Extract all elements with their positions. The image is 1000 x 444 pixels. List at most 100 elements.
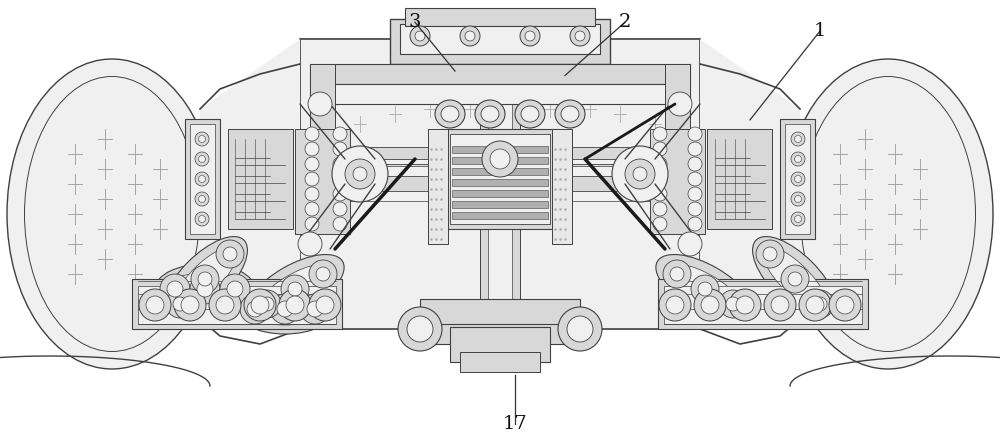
Circle shape <box>195 192 209 206</box>
Bar <box>185 119 220 239</box>
Bar <box>565 166 665 176</box>
Text: 1: 1 <box>814 22 826 40</box>
Circle shape <box>195 132 209 146</box>
Circle shape <box>670 267 684 281</box>
Bar <box>565 191 665 201</box>
Ellipse shape <box>561 106 579 122</box>
Ellipse shape <box>257 264 333 314</box>
Circle shape <box>788 272 802 286</box>
Circle shape <box>482 141 518 177</box>
Circle shape <box>653 157 667 171</box>
Circle shape <box>653 217 667 231</box>
Bar <box>450 327 550 362</box>
Circle shape <box>260 297 274 311</box>
Bar <box>664 286 862 324</box>
Text: 2: 2 <box>619 13 631 31</box>
Circle shape <box>244 289 276 321</box>
Circle shape <box>198 175 206 182</box>
Circle shape <box>633 167 647 181</box>
Circle shape <box>281 275 309 303</box>
Bar <box>300 39 700 329</box>
Bar <box>295 129 350 234</box>
Circle shape <box>407 316 433 342</box>
Circle shape <box>465 31 475 41</box>
Circle shape <box>279 289 311 321</box>
Circle shape <box>726 297 740 311</box>
Bar <box>310 84 690 104</box>
Circle shape <box>653 202 667 216</box>
Circle shape <box>305 157 319 171</box>
Bar <box>390 19 610 64</box>
Bar <box>452 201 548 208</box>
Circle shape <box>195 152 209 166</box>
Ellipse shape <box>441 106 459 122</box>
Circle shape <box>305 172 319 186</box>
Circle shape <box>813 297 827 311</box>
Circle shape <box>688 157 702 171</box>
Circle shape <box>791 212 805 226</box>
Ellipse shape <box>7 59 217 369</box>
Bar <box>228 129 293 229</box>
Circle shape <box>332 146 388 202</box>
Ellipse shape <box>155 264 255 314</box>
Circle shape <box>691 275 719 303</box>
Ellipse shape <box>555 100 585 128</box>
Circle shape <box>195 172 209 186</box>
Circle shape <box>625 159 655 189</box>
Bar <box>452 168 548 175</box>
Circle shape <box>227 281 243 297</box>
Circle shape <box>410 26 430 46</box>
Bar <box>335 191 435 201</box>
Circle shape <box>794 135 802 143</box>
Circle shape <box>729 289 761 321</box>
Bar <box>310 164 690 172</box>
Circle shape <box>781 265 809 293</box>
Circle shape <box>309 260 337 288</box>
Circle shape <box>216 240 244 268</box>
Circle shape <box>678 232 702 256</box>
Circle shape <box>286 296 304 314</box>
Ellipse shape <box>173 247 237 311</box>
Circle shape <box>736 296 754 314</box>
Circle shape <box>160 274 190 304</box>
Circle shape <box>198 215 206 222</box>
Circle shape <box>173 297 187 311</box>
Circle shape <box>305 202 319 216</box>
Bar <box>310 177 690 185</box>
Circle shape <box>333 127 347 141</box>
Circle shape <box>345 159 375 189</box>
Circle shape <box>653 172 667 186</box>
Bar <box>785 124 810 234</box>
Circle shape <box>653 142 667 156</box>
Circle shape <box>567 316 593 342</box>
Circle shape <box>166 290 194 318</box>
Bar <box>310 64 335 134</box>
Bar <box>480 94 520 314</box>
Circle shape <box>288 282 302 296</box>
Circle shape <box>490 149 510 169</box>
Bar <box>138 286 336 324</box>
Bar <box>440 129 560 229</box>
Circle shape <box>694 289 726 321</box>
Circle shape <box>181 296 199 314</box>
Bar <box>658 279 868 329</box>
Circle shape <box>663 260 691 288</box>
Circle shape <box>836 296 854 314</box>
Text: 3: 3 <box>409 13 421 31</box>
Circle shape <box>791 192 805 206</box>
Circle shape <box>771 296 789 314</box>
Circle shape <box>251 296 269 314</box>
Circle shape <box>198 135 206 143</box>
Circle shape <box>353 167 367 181</box>
Bar <box>707 129 772 229</box>
Bar <box>650 129 705 234</box>
Circle shape <box>247 301 263 317</box>
Circle shape <box>333 217 347 231</box>
Bar <box>565 176 665 191</box>
Circle shape <box>174 289 206 321</box>
Ellipse shape <box>753 237 837 321</box>
Circle shape <box>794 175 802 182</box>
Circle shape <box>167 281 183 297</box>
Circle shape <box>398 307 442 351</box>
Circle shape <box>305 217 319 231</box>
